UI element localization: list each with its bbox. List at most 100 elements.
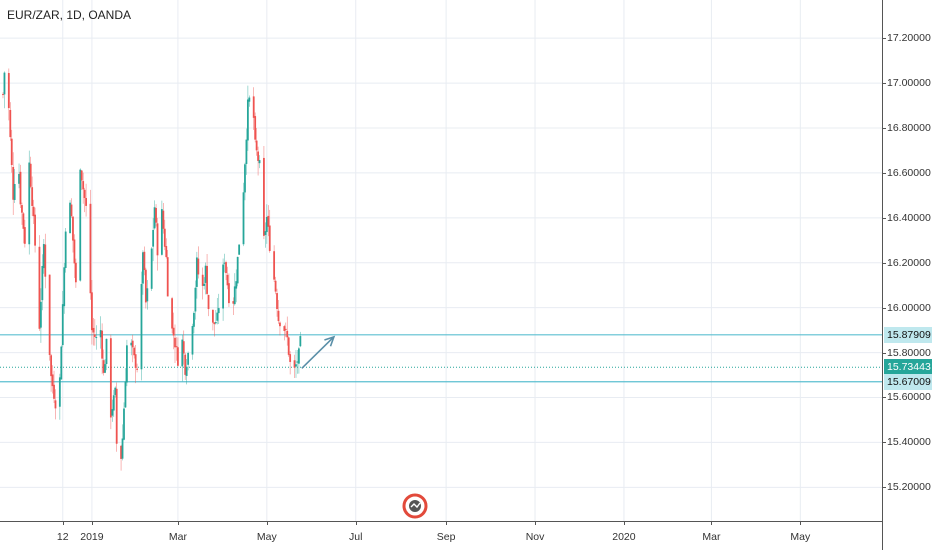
candle — [217, 293, 220, 324]
candle — [83, 187, 86, 213]
candle-body — [32, 206, 35, 217]
time-tick-label: Jul — [349, 531, 363, 543]
candle — [38, 235, 41, 331]
candle-body — [130, 342, 133, 346]
candle — [125, 339, 128, 387]
candle — [72, 216, 74, 253]
candle-body — [163, 228, 166, 247]
candle-body — [29, 163, 32, 187]
price-tick-label: 16.40000 — [887, 211, 931, 224]
time-tick-label: Mar — [168, 531, 187, 543]
time-tick-label: 2020 — [612, 531, 636, 543]
price-tick-label: 17.20000 — [887, 32, 931, 45]
candle-body — [104, 364, 106, 373]
candle-body — [194, 287, 197, 312]
time-tick-mark — [62, 521, 64, 525]
candle — [111, 399, 114, 422]
arrow-head[interactable] — [324, 335, 336, 347]
candle — [140, 271, 143, 381]
price-tick-mark — [882, 307, 886, 309]
candle — [131, 334, 134, 363]
price-tick-mark — [882, 442, 886, 444]
candle-body — [23, 227, 26, 244]
candle — [277, 299, 280, 324]
candle — [203, 277, 206, 290]
candle-body — [93, 334, 96, 337]
candle-body — [277, 310, 280, 322]
time-tick-mark — [91, 521, 93, 525]
candle — [184, 352, 187, 380]
candle — [195, 251, 198, 299]
candle-body — [102, 360, 105, 373]
candle-body — [58, 377, 61, 407]
time-tick-mark — [800, 521, 802, 525]
candle — [44, 233, 47, 289]
candle-body — [299, 336, 302, 347]
candle — [114, 386, 117, 398]
candle-body — [69, 202, 71, 234]
candle-body — [255, 140, 258, 151]
candle-body — [232, 301, 235, 304]
candle — [238, 244, 241, 256]
candle — [9, 102, 12, 141]
candle-body — [70, 204, 73, 217]
candle-body — [83, 189, 86, 198]
candle-body — [289, 354, 292, 362]
candle-body — [193, 312, 195, 327]
chart-plot-area[interactable]: EUR/ZAR, 1D, OANDA — [0, 0, 882, 521]
price-tick-label: 16.60000 — [887, 166, 931, 179]
candle-body — [223, 262, 226, 264]
candle-body — [2, 94, 4, 96]
candle — [274, 276, 277, 295]
time-tick-label: Sep — [436, 531, 456, 543]
candle-body — [51, 374, 54, 387]
candle-body — [286, 330, 289, 338]
candle — [91, 279, 93, 345]
candle — [268, 209, 271, 253]
arrow-shaft[interactable] — [301, 336, 335, 369]
candle-body — [136, 368, 139, 370]
candle — [191, 323, 194, 360]
candle-body — [18, 174, 20, 184]
candle-body — [295, 364, 297, 367]
candle — [177, 337, 179, 367]
candle — [121, 424, 124, 461]
candle-body — [124, 381, 127, 408]
candle-body — [264, 231, 267, 235]
candle-body — [174, 337, 176, 348]
candle — [182, 330, 185, 365]
candle-body — [41, 265, 44, 301]
candle — [165, 238, 168, 259]
candle — [248, 95, 251, 107]
price-tick-mark — [882, 397, 886, 399]
candle — [289, 351, 292, 375]
candle — [185, 358, 188, 385]
candle-body — [222, 264, 225, 309]
candle — [223, 253, 226, 273]
price-axis[interactable]: 17.20000 17.00000 16.80000 16.60000 16.40000… — [882, 0, 932, 550]
trend-arrow — [301, 335, 336, 369]
candle-body — [99, 330, 102, 338]
candle-body — [252, 96, 255, 118]
candle — [115, 382, 118, 452]
candle — [204, 262, 207, 295]
candle-body — [125, 345, 128, 383]
price-tick-mark — [882, 172, 886, 174]
time-axis[interactable]: 12 2019 Mar May Jul Sep Nov 2020 Mar May — [0, 521, 882, 550]
candle — [245, 128, 248, 175]
candle — [70, 198, 73, 218]
candle — [201, 267, 204, 300]
candle — [51, 365, 54, 394]
candle — [258, 155, 261, 169]
candle — [273, 245, 276, 282]
candle-body — [245, 139, 248, 164]
candle-body — [236, 256, 239, 284]
price-tick-label: 15.40000 — [887, 436, 931, 449]
candle — [225, 260, 227, 281]
candle-body — [201, 274, 204, 286]
candle — [293, 354, 296, 379]
candle — [146, 280, 149, 310]
candle-body — [150, 248, 153, 289]
candle — [254, 112, 257, 143]
candle-body — [85, 197, 87, 206]
